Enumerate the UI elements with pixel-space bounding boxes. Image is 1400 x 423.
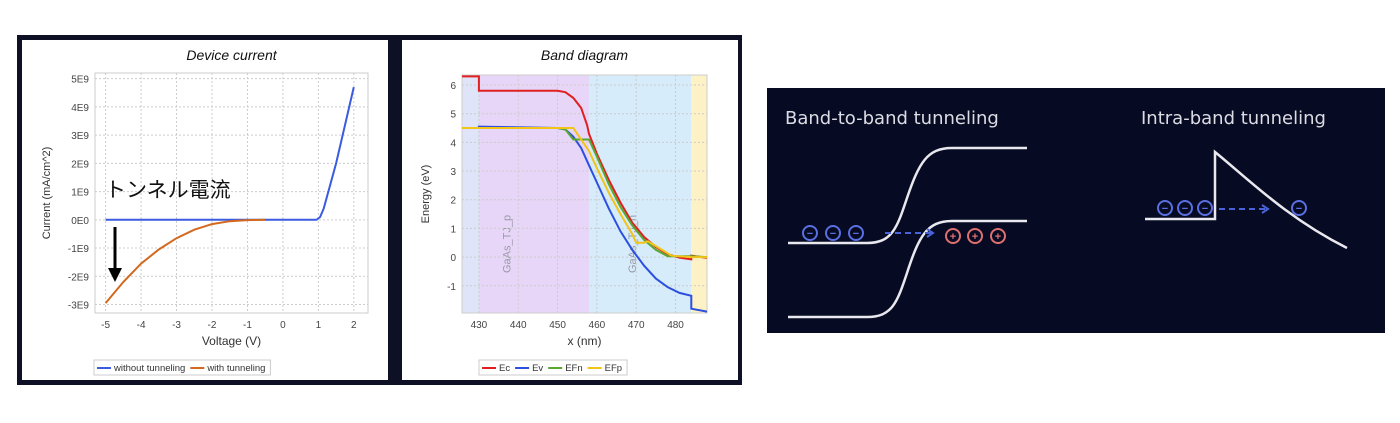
x-tick-label: -5	[101, 320, 110, 331]
x-tick-label: 0	[280, 320, 286, 331]
y-axis-label: Current (mA/cm^2)	[41, 147, 53, 240]
electron-icon	[1197, 200, 1213, 216]
chart-title: Device current	[186, 47, 277, 63]
region-band	[589, 75, 692, 313]
hole-icon	[967, 228, 983, 244]
electron-icon	[1157, 200, 1173, 216]
series-line-efp	[462, 127, 707, 259]
x-tick-label: -2	[208, 320, 217, 331]
electron-icon-symbol: −	[1182, 203, 1188, 215]
legend-label: EFn	[565, 363, 582, 374]
electron-icon-symbol: −	[1296, 203, 1302, 215]
legend-label: Ec	[499, 363, 510, 374]
series-line-without-tunneling	[105, 86, 355, 221]
electron-icon-symbol: −	[830, 228, 836, 240]
x-tick-label: 480	[667, 320, 684, 331]
region-band	[478, 75, 590, 313]
region-band	[462, 75, 479, 313]
y-tick-label: 0E0	[71, 216, 89, 227]
annotation-arrowhead	[108, 268, 122, 282]
electron-icon	[1177, 200, 1193, 216]
x-axis-label: Voltage (V)	[202, 334, 261, 348]
chart-title: Band diagram	[541, 47, 629, 63]
x-tick-label: -4	[137, 320, 146, 331]
device-current-panel: -5 -4 -3 -2 -1 0 1 2 5E9 4E9 3E9 2E9 1E9 0E0 -1E9 -2E9 -…	[22, 40, 388, 380]
legend-label: without tunneling	[113, 363, 185, 374]
y-axis-label: Energy (eV)	[420, 165, 432, 224]
electron-icon-symbol: −	[1202, 203, 1208, 215]
legend-label: Ev	[532, 363, 543, 374]
y-tick-label: 5	[450, 110, 456, 121]
y-tick-label: 6	[450, 81, 456, 92]
electron-icon	[825, 225, 841, 241]
y-tick-label: 3	[450, 167, 456, 178]
y-tick-label: 0	[450, 253, 456, 264]
legend-label: EFp	[605, 363, 622, 374]
x-tick-label: 1	[316, 320, 322, 331]
y-tick-label: 5E9	[71, 75, 89, 86]
x-tick-label: -3	[172, 320, 181, 331]
x-tick-label: 440	[510, 320, 527, 331]
hole-icon	[990, 228, 1006, 244]
y-tick-label: -3E9	[68, 301, 90, 312]
plot-area	[461, 74, 708, 314]
series-line-efn	[462, 127, 708, 259]
y-tick-label: 1E9	[71, 188, 89, 199]
tunneling-diagrams: − − − − − − − + + +	[788, 146, 1348, 319]
legend: Ec Ev EFn EFp	[478, 359, 628, 376]
plot-area	[94, 72, 369, 314]
x-tick-label: 430	[471, 320, 488, 331]
band-diagram-panel: GaAs_TJ_p GaAs_TJ_n 430 440 450 460 470 480 6 5 4 3…	[402, 40, 738, 380]
band-to-band-title: Band-to-band tunneling	[785, 108, 999, 129]
electron-icon-symbol: −	[1162, 203, 1168, 215]
electron-icon	[802, 225, 818, 241]
y-tick-label: 2	[450, 196, 456, 207]
x-axis-label: x (nm)	[568, 334, 602, 348]
electron-icon	[1291, 200, 1307, 216]
y-tick-label: -1E9	[68, 244, 90, 255]
hole-icon	[945, 228, 961, 244]
x-tick-label: 450	[549, 320, 566, 331]
x-tick-label: -1	[243, 320, 252, 331]
legend: without tunneling with tunneling	[93, 359, 271, 376]
legend-box	[93, 359, 271, 376]
electron-icon-symbol: −	[853, 228, 859, 240]
x-tick-label: 460	[589, 320, 606, 331]
conduction-band-line	[788, 146, 1027, 245]
annotation-text: トンネル電流	[105, 179, 231, 202]
hole-icon-symbol: +	[972, 231, 978, 243]
y-tick-label: 4E9	[71, 103, 89, 114]
valence-band-line	[788, 219, 1027, 319]
y-tick-label: 3E9	[71, 131, 89, 142]
y-tick-label: 4	[450, 138, 456, 149]
y-tick-label: -1	[447, 282, 456, 293]
intra-band-title: Intra-band tunneling	[1141, 108, 1326, 129]
electron-icon	[848, 225, 864, 241]
region-band	[691, 75, 707, 313]
y-tick-label: -2E9	[68, 272, 90, 283]
series-line-with-tunneling	[104, 218, 266, 304]
simulation-figure-frame: -5 -4 -3 -2 -1 0 1 2 5E9 4E9 3E9 2E9 1E9 0E0 -1E9 -2E9 -…	[17, 35, 742, 385]
y-tick-label: 2E9	[71, 159, 89, 170]
x-tick-label: 2	[351, 320, 357, 331]
device-current-chart: -5 -4 -3 -2 -1 0 1 2 5E9 4E9 3E9 2E9 1E9 0E0 -1E9 -2E9 -…	[41, 47, 369, 376]
region-label: GaAs_TJ_p	[501, 215, 513, 273]
tunneling-illustration: Band-to-band tunneling Intra-band tunnel…	[767, 88, 1385, 333]
legend-label: with tunneling	[206, 363, 265, 374]
y-tick-label: 1	[450, 224, 456, 235]
hole-icon-symbol: +	[950, 231, 956, 243]
hole-icon-symbol: +	[995, 231, 1001, 243]
barrier-line	[1145, 149, 1348, 250]
electron-icon-symbol: −	[807, 228, 813, 240]
x-tick-label: 470	[628, 320, 645, 331]
